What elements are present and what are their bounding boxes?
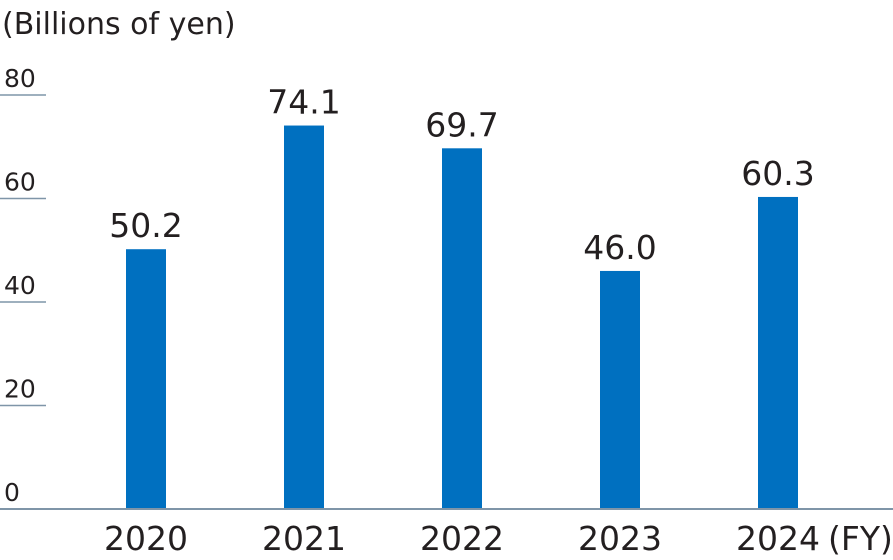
value-label-2024: 60.3 <box>741 154 814 193</box>
x-tick-label-2024: 2024 <box>736 519 820 558</box>
x-tick-label-2021: 2021 <box>262 519 346 558</box>
y-axis-ticks: 0 20 40 60 80 <box>0 64 46 507</box>
bar-2023 <box>600 270 640 509</box>
value-label-2022: 69.7 <box>425 105 498 144</box>
y-tick-label-80: 80 <box>4 64 36 93</box>
y-tick-label-20: 20 <box>4 375 36 404</box>
y-axis-title: (Billions of yen) <box>2 7 236 42</box>
bar-2024 <box>758 196 798 509</box>
bars-group: 50.2 74.1 69.7 46.0 60.3 <box>109 83 815 510</box>
y-tick-label-0: 0 <box>4 478 20 507</box>
x-axis-unit-label: (FY) <box>828 519 893 558</box>
value-label-2020: 50.2 <box>109 206 182 245</box>
y-tick-label-60: 60 <box>4 168 36 197</box>
x-axis-labels: 2020 2021 2022 2023 2024 (FY) <box>104 519 893 558</box>
bar-2020 <box>126 249 166 509</box>
x-tick-label-2022: 2022 <box>420 519 504 558</box>
bar-2021 <box>284 125 324 509</box>
x-tick-label-2023: 2023 <box>578 519 662 558</box>
value-label-2021: 74.1 <box>267 83 340 122</box>
bar-2022 <box>442 148 482 510</box>
x-tick-label-2020: 2020 <box>104 519 188 558</box>
value-label-2023: 46.0 <box>583 228 656 267</box>
y-tick-label-40: 40 <box>4 271 36 300</box>
